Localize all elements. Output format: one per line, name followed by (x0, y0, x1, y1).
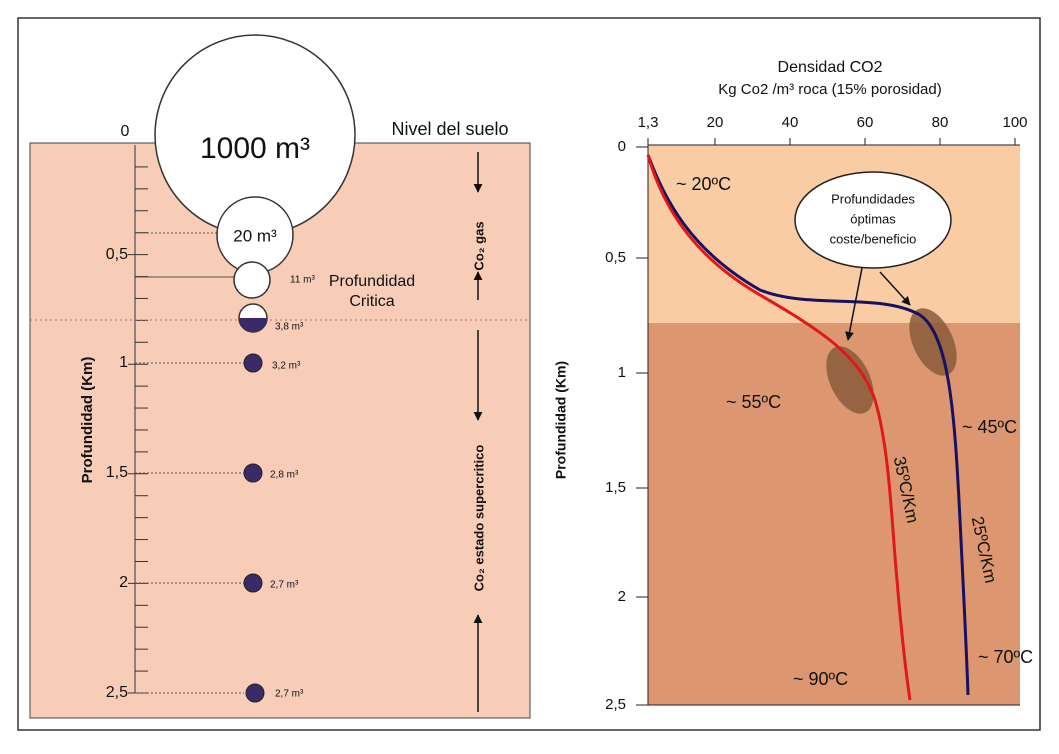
subtitle: Kg Co2 /m³ roca (15% porosidad) (718, 81, 941, 98)
temperature: ~ 90ºC (793, 669, 848, 689)
y-tick-label: 0,5 (605, 249, 626, 266)
critical-label: Profundidad (329, 273, 415, 290)
temperature: ~ 55ºC (726, 392, 781, 412)
volume-label: 11 m³ (290, 275, 315, 286)
temperature: ~ 45ºC (962, 417, 1017, 437)
x-tick-label: 40 (782, 114, 799, 131)
temperature: ~ 20ºC (676, 174, 731, 194)
y-tick-label: 2,5 (605, 696, 626, 713)
depth-label: 2,5 (106, 684, 128, 701)
y-tick-label: 2 (618, 588, 626, 605)
depth-label: 1,5 (106, 464, 128, 481)
axis-label: Profundidad (Km) (553, 361, 569, 479)
phase-label: Co₂ estado supercritico (471, 445, 486, 592)
frame (17, 17, 1041, 731)
volume-label: 2,7 m³ (270, 580, 299, 591)
bubble-fill (239, 318, 267, 332)
optimum-zone (826, 346, 874, 414)
curve-35 (646, 154, 912, 701)
depth-guides (135, 232, 244, 694)
x-tick-label: 100 (1002, 114, 1027, 131)
critical-label: Critica (349, 293, 394, 310)
callout (794, 171, 952, 269)
depth-label: 0 (121, 123, 130, 140)
phase-label: Co₂ gas (471, 221, 486, 270)
depth-label: 0,5 (106, 246, 128, 263)
x-tick-label: 20 (707, 114, 724, 131)
x-tick-label: 60 (857, 114, 874, 131)
callout-text: Profundidades (831, 191, 915, 206)
x-tick-label: 1,3 (638, 114, 659, 131)
axis-label: Profundidad (Km) (79, 357, 96, 484)
y-tick-label: 1 (618, 364, 626, 381)
ground-label: Nivel del suelo (391, 119, 508, 139)
callout-text: óptimas (850, 211, 896, 226)
y-tick-label: 1,5 (605, 479, 626, 496)
temperature: ~ 70ºC (978, 647, 1033, 667)
x-tick-label: 80 (932, 114, 949, 131)
volume-label: 2,8 m³ (270, 470, 299, 481)
callout-text: coste/beneficio (830, 231, 917, 246)
bubble (233, 261, 271, 299)
callout-arrows (845, 267, 911, 341)
ticks (636, 138, 1016, 706)
depth-label: 1 (119, 354, 128, 371)
supercritical-bubbles (243, 353, 265, 703)
depth-label: 2 (119, 574, 128, 591)
volume-label: 3,8 m³ (275, 322, 304, 333)
title: Densidad CO2 (778, 59, 883, 76)
volume-label: 2,7 m³ (275, 689, 304, 700)
volume-label: 1000 m³ (200, 132, 310, 165)
curve-25 (646, 154, 970, 696)
volume-label: 3,2 m³ (272, 361, 301, 372)
volume-label: 20 m³ (233, 226, 277, 245)
right-panel: Densidad CO2 Kg Co2 /m³ roca (15% porosi… (553, 59, 1033, 713)
left-panel: 0 Nivel del suelo 0,5 1 1,5 2 2,5 Profun… (29, 34, 531, 719)
y-tick-label: 0 (618, 138, 626, 155)
